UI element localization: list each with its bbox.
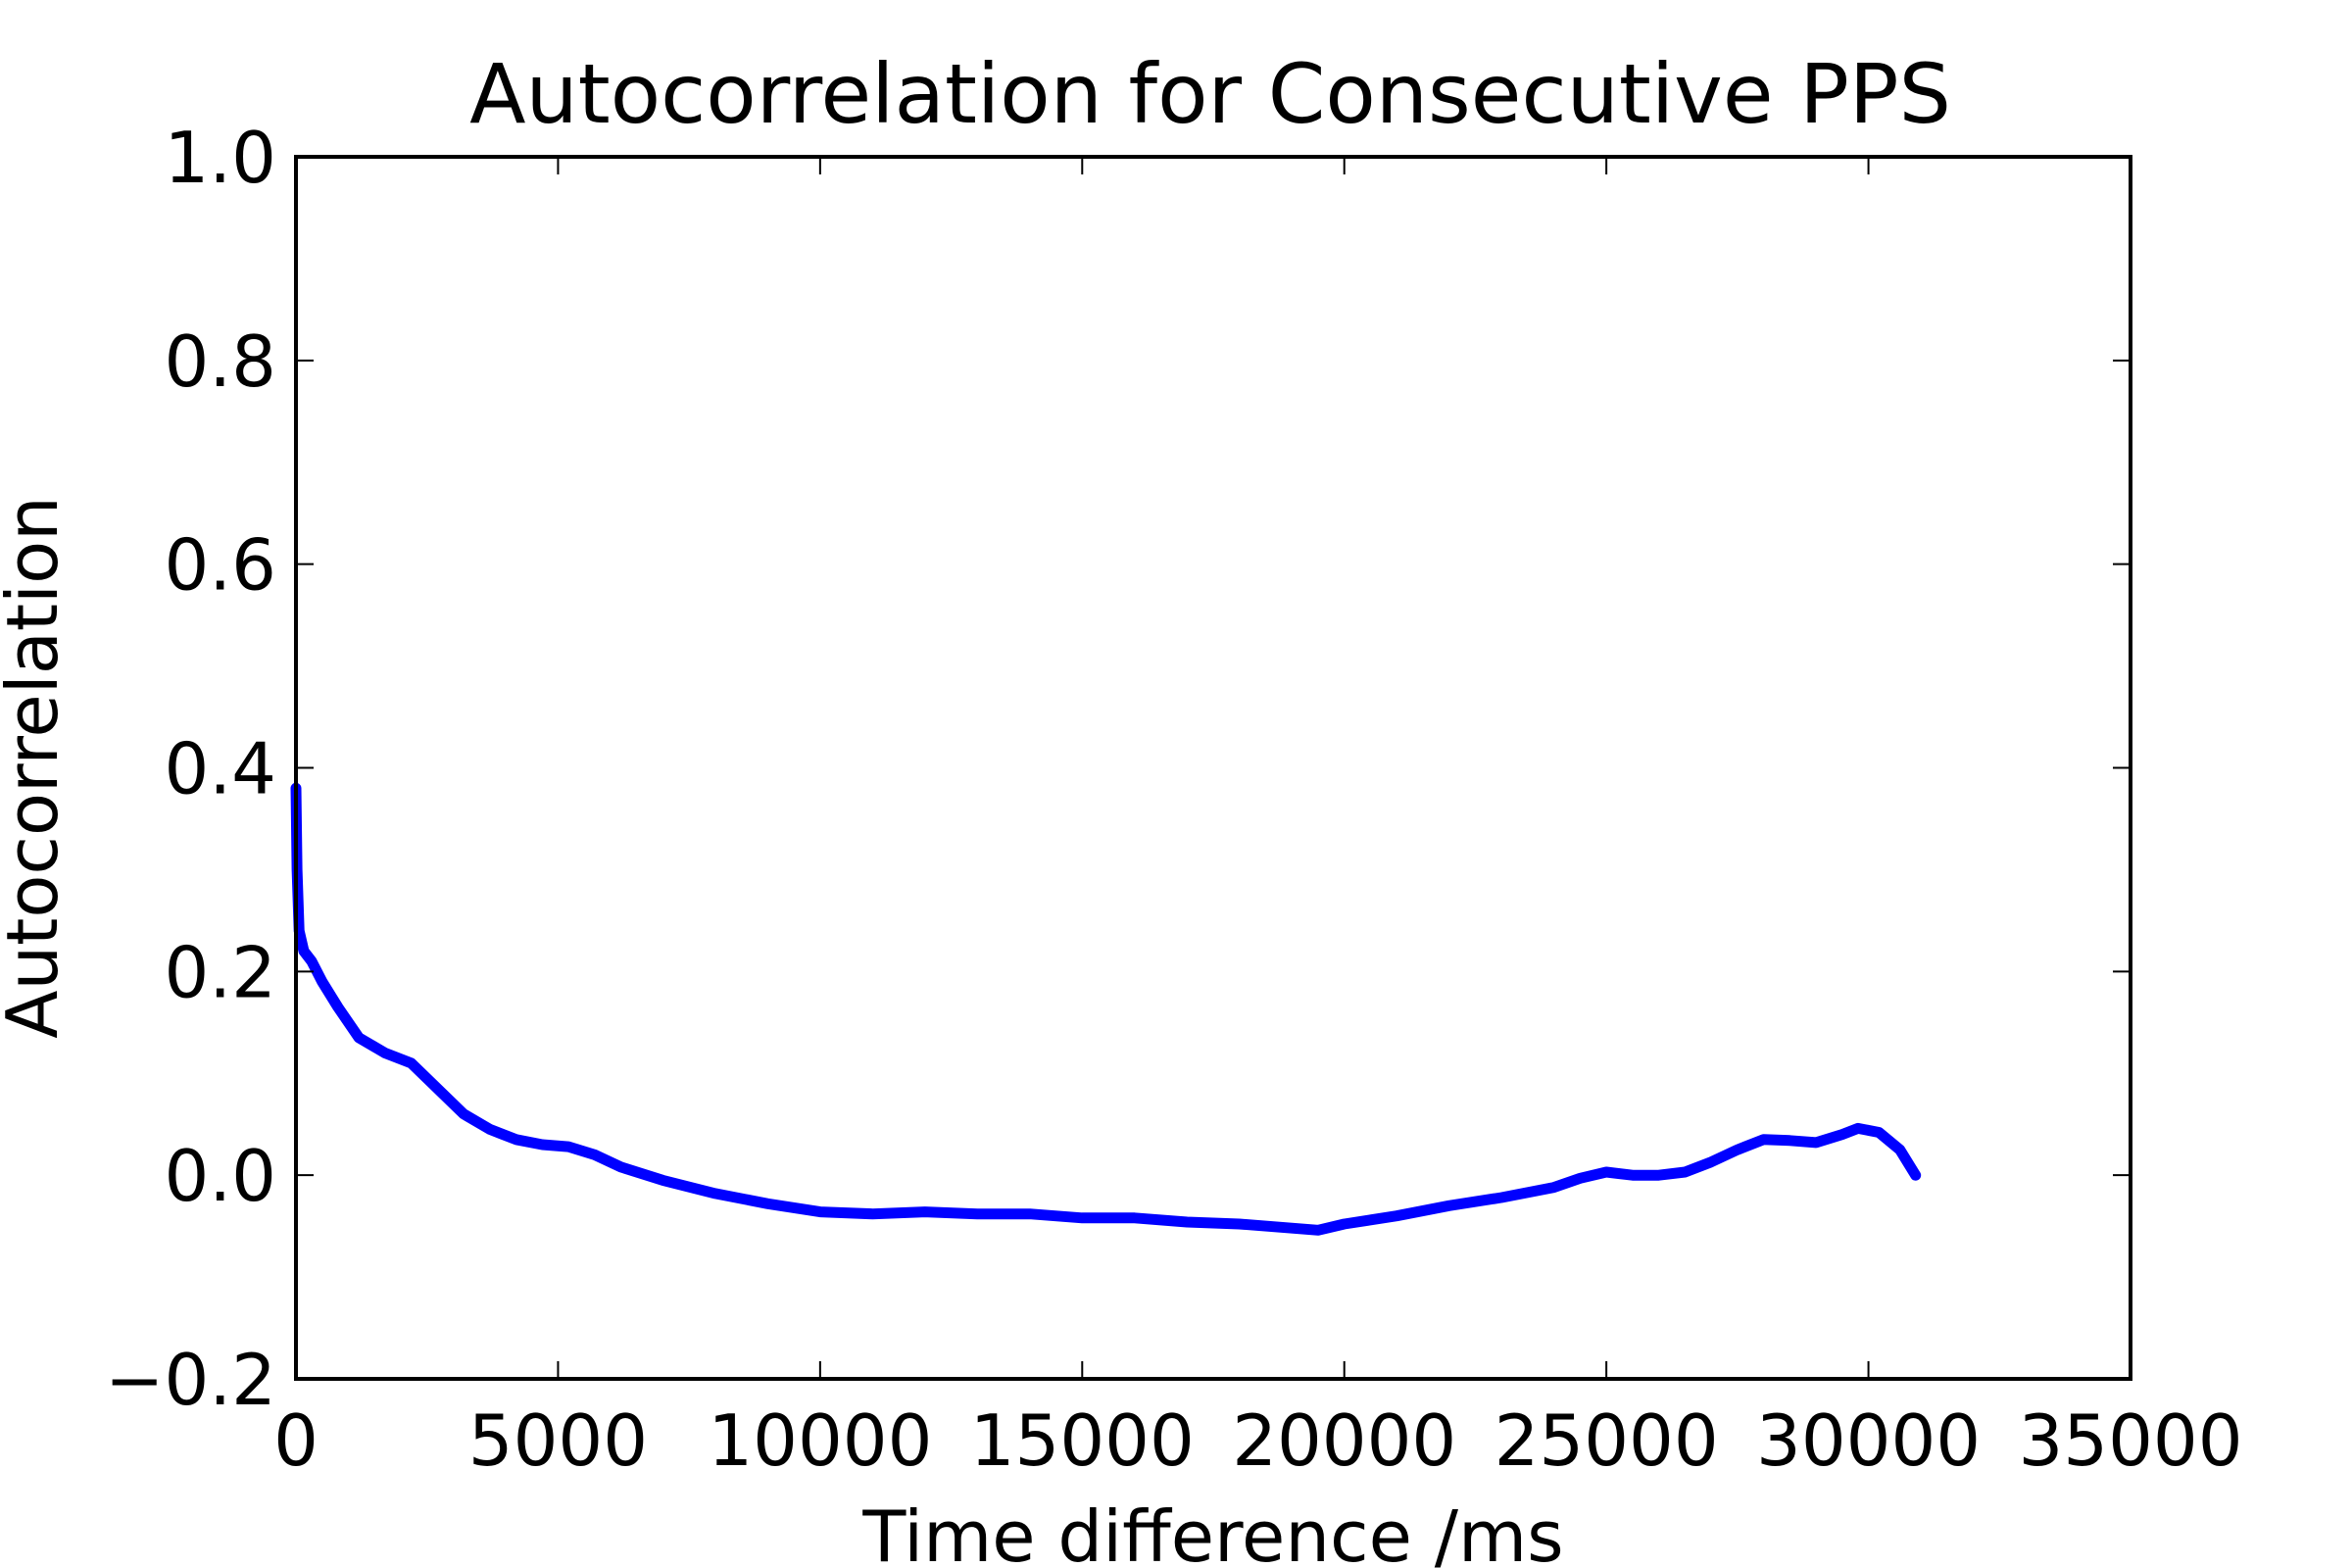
data-point	[1236, 1221, 1243, 1227]
y-tick-label: 0.2	[164, 931, 276, 1013]
data-point	[565, 1144, 572, 1151]
data-point	[1896, 1147, 1903, 1153]
data-point	[1341, 1221, 1348, 1227]
data-point	[301, 948, 307, 955]
data-point	[764, 1200, 771, 1207]
data-point	[1026, 1210, 1033, 1217]
data-point	[1446, 1202, 1452, 1209]
data-point	[1734, 1147, 1740, 1153]
data-point	[1079, 1214, 1086, 1221]
data-point	[711, 1190, 718, 1197]
data-point	[318, 978, 325, 985]
y-tick-label: 0.0	[164, 1135, 276, 1217]
x-axis-label: Time difference /ms	[861, 1495, 1563, 1568]
data-point	[1184, 1219, 1191, 1225]
data-point	[356, 1034, 363, 1041]
data-point	[1876, 1129, 1883, 1136]
y-tick-label: 0.6	[164, 524, 276, 607]
x-tick-label: 15000	[970, 1399, 1195, 1482]
data-point	[1787, 1137, 1793, 1144]
y-tick-label: 0.8	[164, 320, 276, 403]
data-point	[309, 957, 315, 964]
x-tick-label: 20000	[1232, 1399, 1456, 1482]
x-tick-label: 30000	[1756, 1399, 1981, 1482]
series-line-0	[290, 782, 1922, 1236]
data-point	[1760, 1136, 1767, 1143]
y-tick-label: −0.2	[105, 1339, 276, 1421]
x-tick-label: 25000	[1494, 1399, 1719, 1482]
x-tick-label: 10000	[708, 1399, 932, 1482]
x-axis: 0 5000 10000 15000 20000 25000 30000 35000	[273, 157, 2243, 1482]
data-point	[539, 1142, 546, 1148]
data-point	[1629, 1172, 1636, 1179]
data-point	[1854, 1125, 1861, 1132]
data-point	[513, 1136, 519, 1143]
data-point	[1682, 1169, 1689, 1175]
y-tick-label: 0.4	[164, 728, 276, 810]
y-axis-label: Autocorrelation	[0, 496, 74, 1039]
y-axis: −0.2 0.0 0.2 0.4 0.6 0.8 1.0	[105, 117, 2131, 1421]
data-point	[1838, 1131, 1845, 1138]
data-point	[334, 1004, 341, 1010]
x-tick-label: 0	[273, 1399, 318, 1482]
data-point	[1912, 1172, 1919, 1179]
data-point	[591, 1152, 598, 1158]
data-point	[1315, 1227, 1321, 1234]
data-point	[660, 1177, 666, 1184]
data-point	[461, 1110, 467, 1117]
data-point	[408, 1059, 415, 1066]
data-point	[1577, 1175, 1584, 1182]
data-point	[434, 1085, 441, 1092]
data-point	[1498, 1195, 1505, 1200]
data-point	[1603, 1169, 1610, 1175]
data-point	[1550, 1184, 1557, 1191]
data-point	[1813, 1139, 1820, 1146]
chart-title: Autocorrelation for Consecutive PPS	[469, 46, 1951, 142]
data-point	[869, 1210, 876, 1217]
x-tick-label: 35000	[2018, 1399, 2242, 1482]
data-point	[974, 1210, 981, 1217]
data-point	[1394, 1212, 1400, 1219]
data-point	[617, 1163, 624, 1170]
data-point	[381, 1050, 388, 1056]
data-point	[1131, 1214, 1138, 1221]
y-tick-label: 1.0	[164, 117, 276, 199]
data-point	[1289, 1225, 1296, 1232]
plot-area	[290, 782, 1922, 1236]
data-point	[816, 1208, 823, 1215]
data-point	[486, 1126, 493, 1133]
data-point	[1655, 1172, 1662, 1179]
x-tick-label: 5000	[468, 1399, 648, 1482]
data-point	[1708, 1158, 1715, 1165]
data-point	[921, 1208, 928, 1215]
